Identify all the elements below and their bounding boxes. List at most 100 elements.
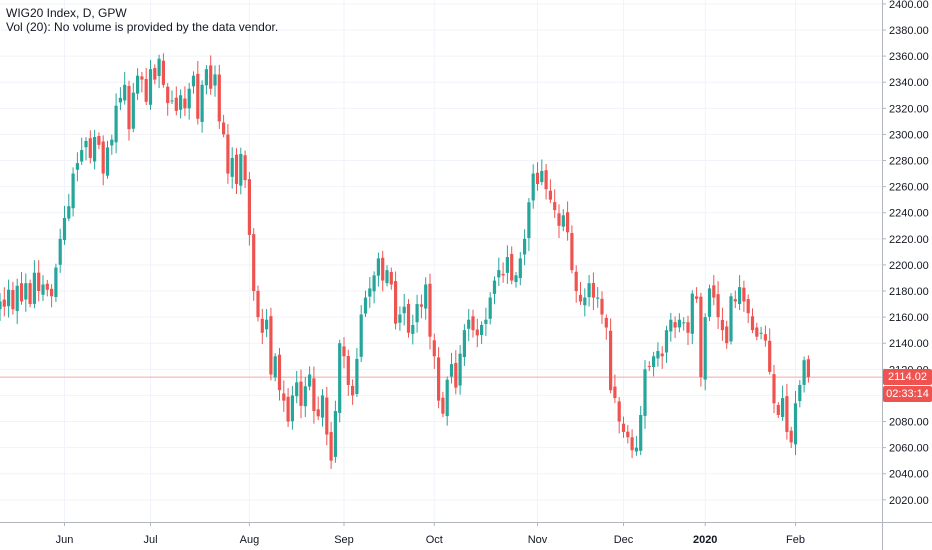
candle	[368, 277, 372, 308]
candle-body	[419, 304, 423, 307]
candle	[37, 260, 41, 302]
candle	[501, 262, 505, 283]
candle	[359, 305, 363, 363]
candle-body	[140, 76, 144, 80]
candle	[643, 360, 647, 429]
candle	[363, 290, 368, 318]
candle-body	[213, 74, 217, 86]
candle	[785, 383, 789, 440]
candle-body	[630, 437, 634, 451]
candle-body	[458, 353, 462, 386]
candle-body	[329, 432, 333, 461]
candle-body	[338, 343, 342, 413]
candle-body	[247, 179, 251, 235]
candle-body	[381, 257, 385, 281]
chart-legend: WIG20 Index, D, GPW Vol (20): No volume …	[6, 6, 278, 34]
candle	[583, 288, 587, 317]
candle-body	[179, 95, 183, 110]
candle	[712, 275, 716, 306]
candle	[389, 267, 393, 290]
candle	[41, 275, 45, 302]
candle-body	[553, 202, 557, 211]
candle-body	[763, 334, 767, 341]
candle-body	[153, 68, 157, 80]
candle	[2, 287, 6, 317]
candle	[613, 374, 617, 404]
candle	[286, 388, 290, 427]
candle	[110, 134, 114, 155]
candle-body	[286, 396, 290, 422]
candle	[217, 64, 221, 129]
y-tick-label: 2180.00	[889, 286, 929, 298]
candle	[454, 350, 458, 395]
bar-countdown-tag: 02:33:14	[883, 386, 932, 403]
candle	[574, 265, 578, 303]
candle	[385, 265, 389, 287]
candle-body	[308, 374, 312, 387]
candle-body	[785, 396, 789, 432]
candle-body	[204, 69, 208, 86]
candle	[424, 277, 428, 320]
candle-body	[643, 369, 647, 416]
candle-body	[454, 362, 458, 388]
candle	[196, 61, 200, 125]
candle-body	[609, 330, 613, 391]
candle-body	[226, 134, 230, 174]
candle	[570, 225, 574, 274]
candle	[548, 179, 552, 204]
candle-body	[230, 157, 234, 177]
candle	[346, 349, 350, 396]
candle	[273, 353, 277, 382]
candle-body	[114, 105, 118, 143]
candle	[32, 260, 36, 309]
candle-body	[703, 317, 707, 380]
candle	[19, 271, 24, 305]
candle	[329, 421, 333, 470]
candle	[656, 342, 660, 367]
candle	[600, 291, 604, 324]
candle	[544, 163, 548, 200]
candle-body	[742, 287, 746, 302]
y-tick-label: 2080.00	[889, 417, 929, 429]
candle	[695, 287, 699, 303]
candle	[755, 322, 759, 341]
candle-body	[166, 86, 170, 104]
candle-body	[342, 346, 346, 357]
candle-body	[746, 299, 750, 314]
candle-body	[424, 284, 428, 309]
candle-body	[613, 386, 617, 399]
y-tick-label: 2300.00	[889, 129, 929, 141]
candle	[484, 307, 488, 337]
candle-body	[449, 364, 454, 377]
candle	[591, 272, 595, 310]
y-tick-label: 2340.00	[889, 77, 929, 89]
candle-body	[127, 86, 131, 130]
candle-body	[148, 69, 153, 105]
candle-body	[574, 271, 578, 292]
candle-body	[75, 163, 79, 170]
x-tick-label: Dec	[614, 534, 634, 546]
candle	[432, 333, 436, 369]
candle-body	[333, 411, 337, 457]
candle-body	[682, 322, 686, 324]
candle	[626, 424, 630, 444]
legend-title: WIG20 Index, D, GPW	[6, 6, 127, 20]
candle	[660, 346, 664, 369]
grid-lines	[0, 0, 882, 522]
candle-body	[88, 138, 92, 158]
candle-body	[531, 173, 535, 201]
candle	[673, 316, 677, 338]
candle-body	[492, 280, 497, 294]
candle-body	[260, 318, 264, 333]
candle	[256, 285, 260, 322]
candle-body	[484, 319, 488, 324]
candle	[806, 355, 810, 383]
candle	[682, 317, 686, 331]
candle-body	[505, 257, 509, 273]
candle-body	[187, 88, 191, 109]
candle-body	[45, 283, 49, 290]
candle-body	[277, 354, 282, 391]
